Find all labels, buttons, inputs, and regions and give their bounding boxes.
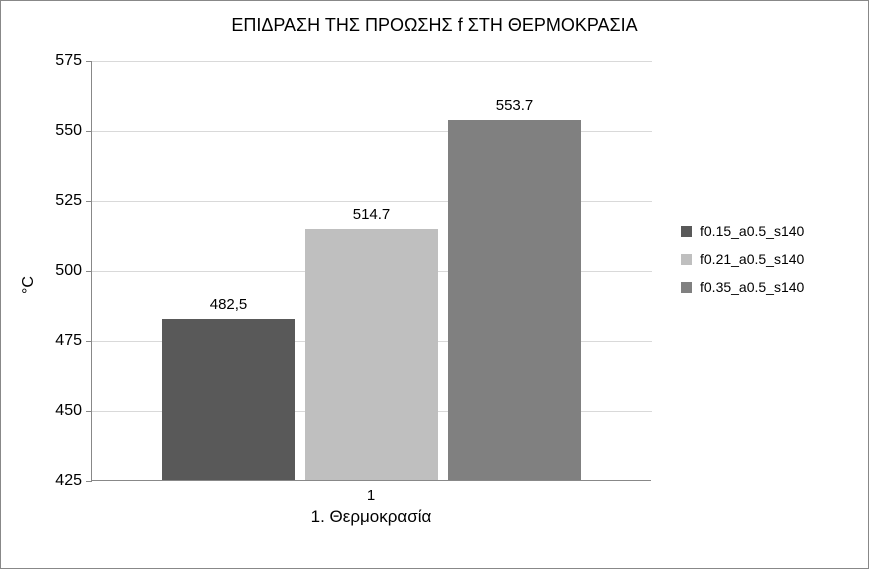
legend-label: f0.35_a0.5_s140 — [700, 279, 804, 295]
legend-swatch — [681, 282, 692, 293]
ytick-label: 500 — [55, 262, 82, 280]
gridline — [92, 61, 652, 62]
ytick-label: 525 — [55, 192, 82, 210]
ytick-mark — [86, 411, 92, 412]
ytick-label: 450 — [55, 402, 82, 420]
ytick-label: 425 — [55, 472, 82, 490]
plot-area: 425450475500525550575482,5514.7553.7 — [91, 61, 651, 481]
legend-item-2: f0.21_a0.5_s140 — [681, 251, 804, 267]
ytick-mark — [86, 201, 92, 202]
legend-item-3: f0.35_a0.5_s140 — [681, 279, 804, 295]
bar-value-label: 514.7 — [353, 206, 391, 223]
ytick-label: 550 — [55, 122, 82, 140]
bar-2: 514.7 — [305, 229, 438, 480]
xtick-label: 1 — [367, 487, 375, 504]
chart-title: ΕΠΙΔΡΑΣΗ ΤΗΣ ΠΡΟΩΣΗΣ f ΣΤΗ ΘΕΡΜΟΚΡΑΣΙΑ — [1, 1, 868, 36]
yaxis-label: °C — [20, 276, 38, 294]
legend-swatch — [681, 226, 692, 237]
legend-item-1: f0.15_a0.5_s140 — [681, 223, 804, 239]
plot-wrap: 425450475500525550575482,5514.7553.7 1 1… — [91, 61, 651, 481]
ytick-mark — [86, 131, 92, 132]
bar-1: 482,5 — [162, 319, 295, 480]
ytick-mark — [86, 271, 92, 272]
legend: f0.15_a0.5_s140 f0.21_a0.5_s140 f0.35_a0.5… — [681, 211, 804, 307]
xaxis-label: 1. Θερμοκρασία — [91, 507, 651, 527]
bar-value-label: 482,5 — [210, 296, 248, 313]
ytick-mark — [86, 341, 92, 342]
legend-swatch — [681, 254, 692, 265]
ytick-mark — [86, 481, 92, 482]
legend-label: f0.15_a0.5_s140 — [700, 223, 804, 239]
ytick-label: 475 — [55, 332, 82, 350]
bar-3: 553.7 — [448, 120, 581, 480]
ytick-mark — [86, 61, 92, 62]
chart-container: ΕΠΙΔΡΑΣΗ ΤΗΣ ΠΡΟΩΣΗΣ f ΣΤΗ ΘΕΡΜΟΚΡΑΣΙΑ °… — [0, 0, 869, 569]
legend-label: f0.21_a0.5_s140 — [700, 251, 804, 267]
ytick-label: 575 — [55, 52, 82, 70]
bar-value-label: 553.7 — [496, 97, 534, 114]
